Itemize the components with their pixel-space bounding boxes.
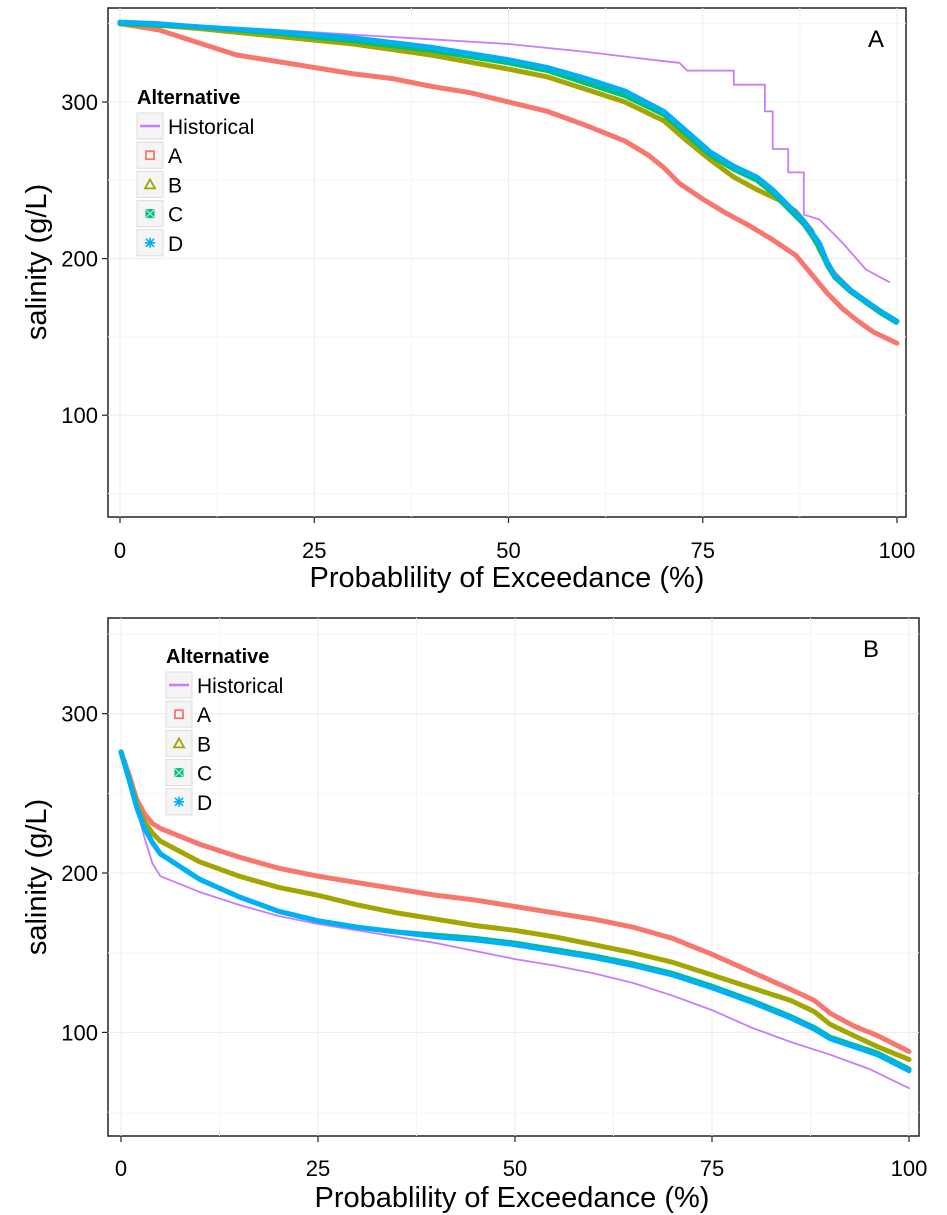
series-historical-b	[120, 751, 910, 1090]
legend-asterisk-symbol	[174, 796, 184, 807]
legend-key-box	[136, 170, 164, 198]
x-tick-label: 25	[306, 1156, 330, 1181]
legend-entry-c: C	[136, 200, 183, 228]
x-tick-label: 75	[691, 538, 715, 563]
series-d-b	[118, 749, 912, 1074]
series-group-a	[117, 19, 900, 346]
legend-entry-d: D	[165, 788, 212, 816]
x-tick-label: 0	[115, 1156, 127, 1181]
legend-title-a: Alternative	[137, 87, 240, 109]
legend-square-symbol	[145, 150, 155, 161]
x-ticks-b: 0 25 50 75 100	[115, 1136, 927, 1181]
x-ticks-a: 0 25 50 75 100	[114, 517, 915, 563]
x-tick-label: 75	[700, 1156, 724, 1181]
grid-b	[108, 618, 919, 1136]
legend-key-box	[165, 700, 193, 728]
y-ticks-b: 100 200 300	[61, 702, 108, 1045]
legend-triangle-symbol	[172, 736, 186, 749]
y-ticks-a: 100 200 300	[61, 90, 108, 428]
legend-square-symbol	[174, 709, 184, 720]
legend-cross-lines	[145, 209, 155, 218]
x-tick-label: 100	[891, 1156, 928, 1181]
legend-entry-b: B	[165, 729, 211, 757]
series-d-a	[117, 19, 900, 324]
panel-label-a: A	[868, 26, 884, 53]
series-historical-a	[119, 22, 891, 283]
y-tick-label: 100	[61, 403, 98, 428]
legend-entry-historical: Historical	[136, 112, 254, 140]
legend-key-box	[165, 729, 193, 757]
chart-panel-b: 100 200 300 0 25 50 75 100 B salinity (g/L) Pr…	[21, 617, 927, 1214]
x-axis-label-b: Probablility of Exceedance (%)	[315, 1182, 710, 1214]
y-tick-label: 300	[61, 702, 98, 727]
x-tick-label: 25	[302, 538, 326, 563]
x-tick-label: 50	[503, 1156, 527, 1181]
y-tick-label: 300	[61, 90, 98, 115]
legend-cross-lines	[174, 768, 184, 777]
legend-entry-a: A	[165, 700, 211, 728]
x-tick-label: 100	[879, 538, 916, 563]
chart-panel-a: 100 200 300 0 25 50 75 100 A salinity (g/L) Pr…	[21, 7, 915, 594]
legend-entry-label: Historical	[168, 116, 254, 139]
legend-entry-c: C	[165, 759, 212, 787]
y-tick-label: 200	[61, 861, 98, 886]
series-a-b	[118, 749, 912, 1054]
legend-entry-b: B	[136, 170, 182, 198]
series-a-a	[117, 21, 900, 346]
x-axis-label-a: Probablility of Exceedance (%)	[310, 562, 705, 594]
legend-entry-label: A	[168, 145, 182, 168]
legend-asterisk-symbol	[145, 237, 155, 248]
legend-triangle-symbol	[143, 177, 157, 190]
legend-entry-label: Historical	[197, 675, 283, 698]
legend-title-b: Alternative	[166, 646, 269, 668]
legend-entry-historical: Historical	[165, 671, 283, 699]
series-group-b	[118, 749, 912, 1090]
legend-entry-label: C	[197, 763, 212, 786]
y-axis-label-a: salinity (g/L)	[21, 184, 53, 340]
y-axis-label-b: salinity (g/L)	[21, 799, 53, 955]
y-tick-label: 200	[61, 247, 98, 272]
legend-entry-a: A	[136, 141, 182, 169]
legend-entry-label: B	[197, 733, 211, 756]
legend-entry-label: B	[168, 174, 182, 197]
legend-entry-label: D	[197, 792, 212, 815]
y-tick-label: 100	[61, 1020, 98, 1045]
legend-entry-label: A	[197, 704, 211, 727]
x-tick-label: 0	[114, 538, 126, 563]
plot-area-a	[107, 7, 907, 518]
legend-entry-label: C	[168, 204, 183, 227]
legend-key-box	[136, 141, 164, 169]
legend-entry-d: D	[136, 229, 183, 257]
series-b-b	[118, 749, 912, 1062]
panel-label-b: B	[863, 636, 879, 663]
x-tick-label: 50	[496, 538, 520, 563]
legend-entry-label: D	[168, 233, 183, 256]
